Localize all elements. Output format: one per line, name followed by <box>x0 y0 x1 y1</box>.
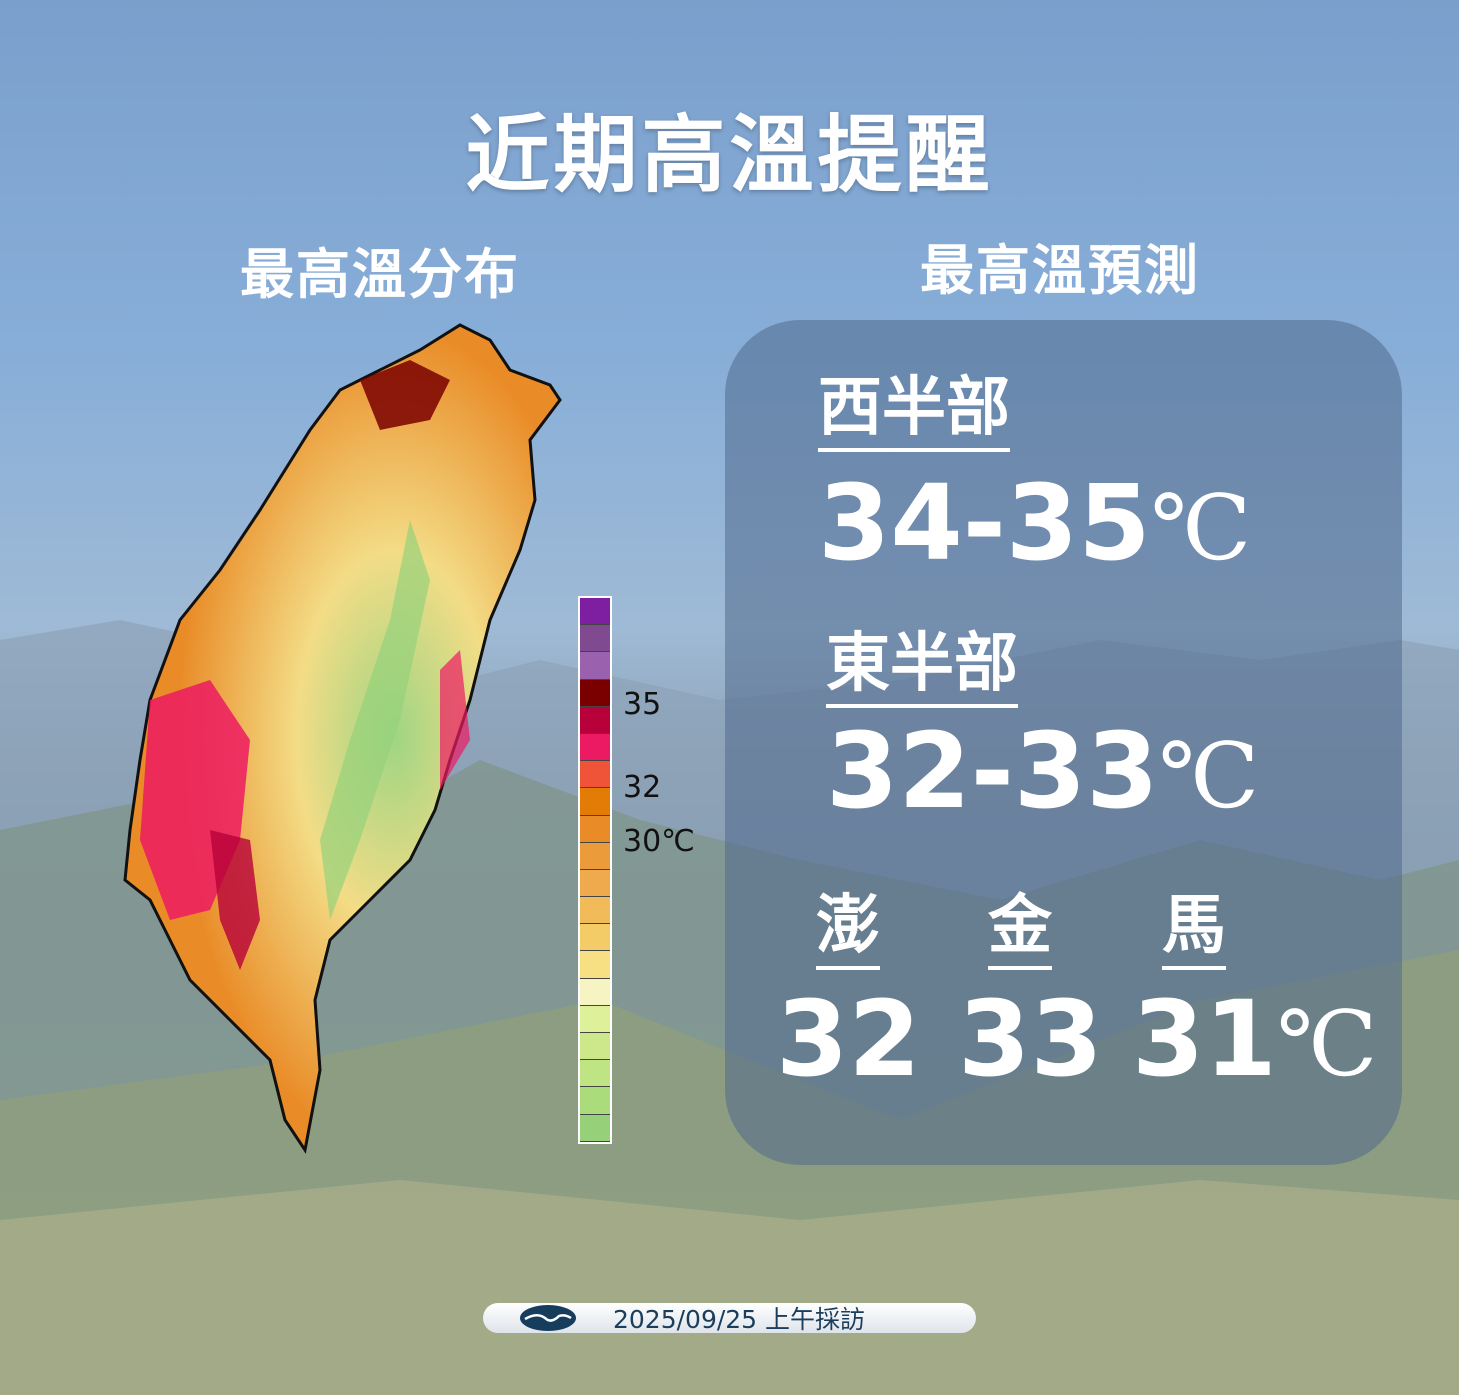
kinmen-value: 33 <box>958 978 1103 1100</box>
legend-swatch <box>580 761 610 789</box>
legend-swatch <box>580 625 610 653</box>
matsu-label: 馬 <box>1162 890 1226 970</box>
legend-swatch <box>580 1087 610 1115</box>
footer-bar: 2025/09/25 上午採訪 <box>483 1303 976 1334</box>
legend-swatch <box>580 1033 610 1061</box>
legend-swatch <box>580 815 610 843</box>
page-title: 近期高溫提醒 <box>465 106 994 204</box>
legend-label-35: 35 <box>623 687 662 722</box>
legend-swatch <box>580 1060 610 1088</box>
penghu-value: 32 <box>776 978 921 1100</box>
cwa-logo-icon <box>520 1305 576 1331</box>
legend-swatch <box>580 598 610 626</box>
legend-swatch <box>580 869 610 898</box>
west-value: 34-35℃ <box>818 462 1252 584</box>
footer-date: 2025/09/25 上午採訪 <box>613 1305 866 1334</box>
legend-label-30: 30℃ <box>623 824 695 859</box>
legend-swatch <box>580 1005 610 1033</box>
legend-swatch <box>580 652 610 680</box>
legend-swatch <box>580 924 610 952</box>
taiwan-temperature-map <box>123 323 562 1154</box>
map-heading: 最高溫分布 <box>240 243 520 306</box>
west-label: 西半部 <box>818 372 1010 452</box>
legend-swatch <box>580 706 610 734</box>
legend-swatch <box>580 733 610 762</box>
legend-label-32: 32 <box>623 770 662 805</box>
temperature-legend <box>578 596 612 1144</box>
penghu-label: 澎 <box>816 890 880 970</box>
legend-swatch <box>580 897 610 925</box>
legend-swatch <box>580 842 610 870</box>
east-label: 東半部 <box>826 628 1018 708</box>
forecast-heading: 最高溫預測 <box>920 239 1200 302</box>
legend-swatch <box>580 679 610 707</box>
legend-swatch <box>580 1114 610 1142</box>
legend-swatch <box>580 951 610 979</box>
matsu-value: 31℃ <box>1132 978 1378 1100</box>
forecast-panel <box>725 320 1402 1165</box>
legend-swatch <box>580 788 610 816</box>
east-value: 32-33℃ <box>826 710 1260 832</box>
kinmen-label: 金 <box>988 890 1052 970</box>
legend-swatch <box>580 978 610 1006</box>
